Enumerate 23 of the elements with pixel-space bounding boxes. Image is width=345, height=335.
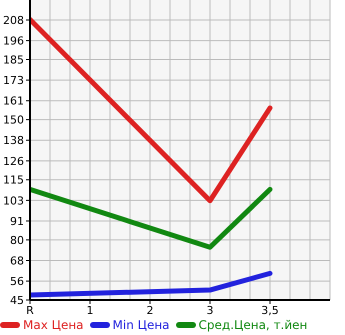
- y-tick-label: 126: [3, 154, 24, 168]
- x-tick-label: 3,5: [261, 304, 279, 317]
- y-tick-label: 208: [3, 14, 24, 27]
- y-tick-label: 80: [10, 234, 24, 247]
- y-tick-label: 91: [10, 214, 24, 228]
- y-tick-label: 68: [10, 254, 24, 268]
- y-tick-label: 185: [3, 53, 24, 66]
- legend-label: Сред.Цена, т.йен: [198, 318, 308, 332]
- y-tick-label: 173: [3, 74, 24, 88]
- y-tick-label: 45: [10, 294, 24, 307]
- y-tick-label: 161: [3, 94, 24, 108]
- x-tick-label: 3: [206, 304, 214, 317]
- legend-label: Min Цена: [112, 318, 170, 332]
- legend-label: Max Цена: [22, 318, 84, 332]
- y-tick-label: 196: [3, 34, 24, 48]
- y-tick-label: 150: [3, 114, 24, 127]
- y-tick-label: 103: [3, 194, 24, 208]
- y-tick-label: 115: [3, 174, 24, 187]
- x-tick-label: 2: [146, 304, 154, 317]
- y-tick-label: 56: [10, 275, 24, 288]
- x-tick-label: 1: [86, 304, 94, 317]
- y-tick-label: 138: [3, 134, 24, 148]
- x-tick-label: R: [26, 304, 34, 317]
